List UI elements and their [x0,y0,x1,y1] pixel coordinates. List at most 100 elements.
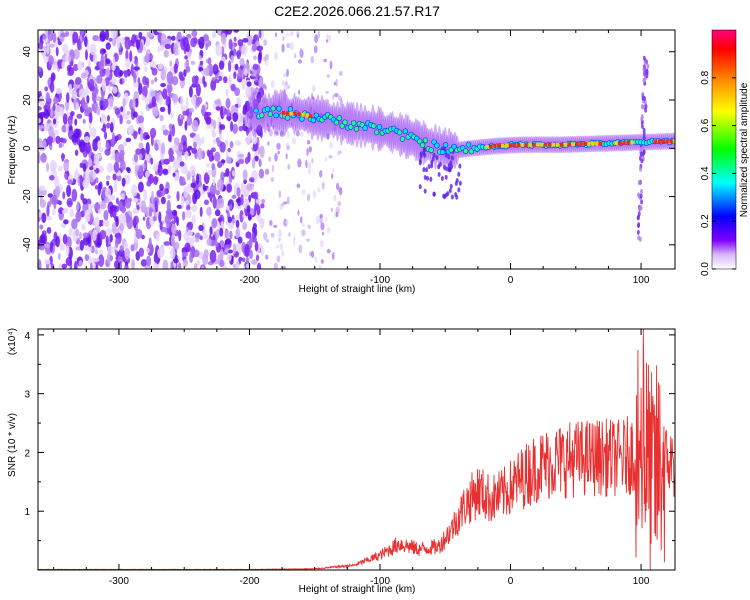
spec-noise-blob [275,244,279,249]
spectrogram-ylabel: Frequency (Hz) [7,116,18,185]
spec-noise-blob [46,205,50,217]
spec-noise-blob [259,117,265,123]
spec-noise-blob [242,221,248,231]
spec-noise-blob [244,244,251,258]
spec-noise-blob [224,248,229,253]
spec-noise-blob [126,110,131,116]
spec-noise-blob [146,247,150,254]
spec-noise-blob [256,91,262,104]
ridge-hot [598,141,603,146]
spec-noise-blob [286,68,289,77]
ridge-halo [347,102,352,145]
ridge-streak [458,163,462,169]
spec-noise-blob [38,66,42,73]
spec-noise-blob [254,240,259,252]
spec-noise-blob [297,59,302,64]
spec-noise-blob [41,212,47,224]
spec-noise-blob [84,209,91,223]
spec-ytick-label: -20 [22,189,33,204]
ridge-halo [392,116,397,150]
spec-noise-blob [191,75,198,85]
spec-noise-blob [321,181,325,190]
ridge-hot [575,142,579,147]
spec-noise-blob [164,38,172,45]
ridge-halo [247,96,252,133]
ridge-core [442,141,449,148]
spec-noise-blob [66,92,70,104]
spec-noise-blob [112,173,117,181]
spec-noise-blob [181,196,185,210]
ridge-spike [636,229,640,235]
ridge-streak [419,153,423,159]
ridge-halo [390,111,395,154]
spec-noise-blob [106,252,111,264]
spec-noise-blob [176,216,179,227]
spec-noise-blob [43,123,50,132]
spec-noise-blob [75,246,82,251]
spec-noise-blob [306,140,311,145]
spec-noise-blob [154,77,158,82]
ridge-hot [293,111,297,116]
spec-noise-blob [144,66,148,73]
ridge-core [342,119,348,126]
colorbar: 0.0 0.2 0.4 0.6 0.8 Normalized spectral ampl… [700,29,750,276]
spec-noise-blob [55,46,59,57]
spec-noise-blob [82,198,88,205]
spec-noise-blob [105,228,113,236]
spec-noise-blob [328,155,333,159]
spec-noise-blob [256,204,261,216]
spec-noise-blob [145,34,151,48]
spec-noise-blob [285,153,288,160]
spec-noise-blob [184,55,188,60]
spec-noise-blob [159,114,164,122]
spec-noise-blob [84,254,90,262]
spec-noise-blob [125,137,132,143]
spec-noise-blob [326,132,330,140]
spec-noise-blob [326,74,330,79]
spec-noise-blob [191,119,199,132]
spec-noise-blob [74,118,78,126]
ridge-spike [637,211,641,217]
spec-noise-blob [88,246,92,252]
spec-noise-blob [237,39,244,47]
spec-noise-blob [181,251,188,258]
spec-noise-blob [279,242,284,250]
spec-noise-blob [248,177,255,183]
spec-noise-blob [215,44,222,56]
spec-noise-blob [298,89,301,95]
spec-noise-blob [59,243,66,251]
spec-noise-blob [214,79,220,84]
spec-noise-blob [100,127,107,132]
spec-noise-blob [189,164,196,177]
spec-noise-blob [78,231,83,240]
spec-noise-blob [121,177,126,187]
ridge-spike [642,144,646,150]
spec-noise-blob [233,36,237,42]
ridge-spike [637,222,641,228]
spec-noise-blob [217,197,225,209]
ridge-core [434,142,440,149]
spec-noise-blob [92,171,97,180]
ridge-hot [516,142,520,147]
spec-noise-blob [62,113,68,125]
ridge-halo [380,111,385,149]
spec-noise-blob [201,104,206,117]
spec-noise-blob [191,204,198,212]
spec-noise-blob [323,58,328,63]
spec-noise-blob [164,214,172,225]
spec-noise-blob [229,230,233,240]
spec-noise-blob [167,85,171,98]
spec-noise-blob [171,223,177,235]
ridge-hot [493,144,497,149]
spec-noise-blob [191,83,198,88]
spec-noise-blob [80,193,84,201]
ridge-spike [642,131,646,137]
spec-noise-blob [79,174,83,187]
spec-noise-blob [107,84,111,93]
spec-noise-blob [71,218,78,230]
ridge-hot [669,139,673,144]
spec-noise-blob [63,219,69,225]
spec-noise-blob [235,260,240,269]
snr-xtick-label: 100 [633,576,650,587]
